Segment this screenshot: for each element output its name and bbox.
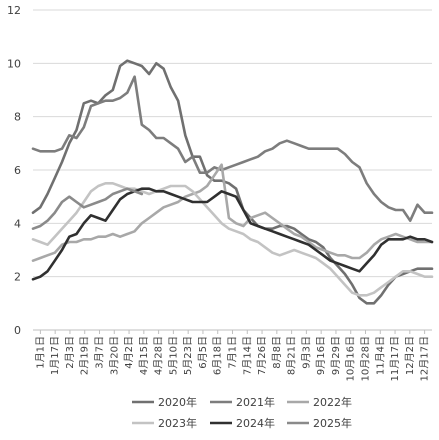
series-line (31, 163, 434, 263)
x-tick-label: 9月3日 (300, 336, 312, 369)
x-tick-label: 10月28日 (360, 336, 372, 381)
x-tick-label: 12月2日 (404, 336, 416, 375)
x-tick-label: 10月16日 (345, 336, 357, 381)
x-tick-label: 1月17日 (49, 336, 61, 375)
x-tick-label: 3月20日 (108, 336, 120, 375)
x-tick-label: 11月17日 (389, 336, 401, 381)
legend-label: 2020年 (158, 395, 197, 409)
x-tick-label: 4月2日 (123, 336, 135, 369)
x-tick-label: 4月28日 (153, 336, 165, 375)
y-tick-label: 4 (14, 217, 21, 230)
y-tick-label: 10 (7, 57, 21, 70)
x-tick-label: 8月21日 (286, 336, 298, 375)
legend-label: 2025年 (313, 416, 352, 430)
x-tick-label: 3月7日 (94, 336, 106, 369)
x-tick-label: 6月18日 (212, 336, 224, 375)
y-tick-label: 0 (14, 324, 21, 337)
series-line (31, 187, 144, 230)
legend: 2020年 2021年 2022年 2023年 2024年 2025年 (132, 395, 352, 430)
legend-label: 2023年 (158, 416, 197, 430)
series-lines (31, 59, 434, 305)
x-tick-label: 8月8日 (271, 336, 283, 369)
x-tick-label: 2月19日 (79, 336, 91, 375)
legend-label: 2021年 (236, 395, 275, 409)
x-tick-label: 6月5日 (197, 336, 209, 369)
legend-label: 2022年 (313, 395, 352, 409)
x-axis: 1月1日 1月17日 2月3日 2月19日 3月7日 3月20日 4月2日 4月15日 4月28… (33, 329, 432, 381)
x-tick-label: 7月26日 (256, 336, 268, 375)
x-tick-label: 2月3日 (64, 336, 76, 369)
x-tick-label: 11月4日 (374, 336, 386, 375)
series-line (31, 75, 434, 222)
x-tick-label: 5月23日 (182, 336, 194, 375)
y-tick-label: 2 (14, 271, 21, 284)
series-line (31, 182, 434, 297)
y-tick-label: 8 (14, 111, 21, 124)
gridlines (33, 9, 432, 331)
series-line (31, 59, 434, 305)
legend-label: 2024年 (236, 416, 275, 430)
y-tick-label: 12 (7, 4, 21, 17)
x-tick-label: 7月1日 (227, 336, 239, 369)
x-tick-label: 12月17日 (419, 336, 431, 381)
x-tick-label: 4月15日 (138, 336, 150, 375)
x-tick-label: 9月29日 (330, 336, 342, 375)
x-tick-label: 9月16日 (315, 336, 327, 375)
x-tick-label: 7月14日 (241, 336, 253, 375)
x-tick-label: 5月10日 (167, 336, 179, 375)
series-line (31, 187, 434, 281)
x-tick-label: 1月1日 (34, 336, 46, 369)
y-axis: 0 2 4 6 8 10 12 (7, 4, 21, 337)
y-tick-label: 6 (14, 164, 21, 177)
